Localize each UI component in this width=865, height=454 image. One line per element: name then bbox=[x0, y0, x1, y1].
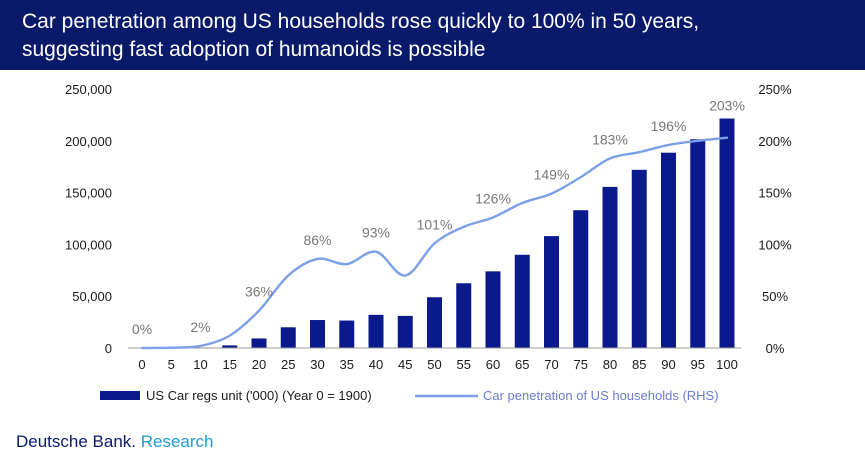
x-tick-label: 15 bbox=[223, 357, 237, 372]
data-label: 93% bbox=[362, 225, 390, 241]
x-tick-label: 50 bbox=[427, 357, 441, 372]
footer-branding: Deutsche Bank. Research bbox=[16, 432, 214, 452]
x-tick-label: 10 bbox=[193, 357, 207, 372]
x-tick-label: 95 bbox=[691, 357, 705, 372]
bar-series bbox=[193, 118, 735, 348]
bar-35 bbox=[339, 320, 355, 348]
bar-20 bbox=[251, 338, 267, 348]
data-label: 196% bbox=[651, 118, 687, 134]
y-right-tick-label: 150% bbox=[758, 186, 792, 201]
bar-90 bbox=[661, 152, 676, 348]
x-tick-label: 0 bbox=[138, 357, 145, 372]
bar-75 bbox=[573, 210, 589, 348]
left-axis-ticks: 0 50,000 100,000 150,000 200,000 250,000 bbox=[65, 82, 112, 356]
right-axis-ticks: 0% 50% 100% 150% 200% 250% bbox=[758, 82, 792, 356]
chart-legend: US Car regs unit ('000) (Year 0 = 1900) … bbox=[100, 388, 719, 403]
bar-95 bbox=[690, 139, 706, 348]
x-tick-label: 20 bbox=[252, 357, 266, 372]
bar-50 bbox=[427, 297, 442, 348]
legend-bar-label: US Car regs unit ('000) (Year 0 = 1900) bbox=[146, 388, 372, 403]
bar-15 bbox=[222, 345, 238, 348]
x-tick-label: 55 bbox=[457, 357, 471, 372]
x-tick-label: 30 bbox=[310, 357, 324, 372]
penetration-line bbox=[140, 136, 729, 350]
data-label: 149% bbox=[534, 167, 570, 183]
x-tick-label: 35 bbox=[340, 357, 354, 372]
x-axis-ticks: 0 5 10 15 20 25 30 35 40 45 50 55 60 65 70 75 80 85 90 95 10… bbox=[138, 357, 737, 372]
data-label: 101% bbox=[417, 216, 453, 232]
y-right-tick-label: 250% bbox=[758, 82, 792, 97]
chart-title-line-1: Car penetration among US households rose… bbox=[22, 10, 700, 33]
x-tick-label: 60 bbox=[486, 357, 500, 372]
bar-25 bbox=[280, 327, 296, 348]
bar-40 bbox=[368, 314, 384, 348]
bar-100 bbox=[719, 118, 735, 348]
chart-title-line-2: suggesting fast adoption of humanoids is… bbox=[22, 38, 486, 61]
bar-80 bbox=[602, 186, 618, 348]
x-tick-label: 25 bbox=[281, 357, 295, 372]
y-right-tick-label: 100% bbox=[758, 237, 792, 252]
x-tick-label: 90 bbox=[661, 357, 675, 372]
x-tick-label: 65 bbox=[515, 357, 529, 372]
y-right-tick-label: 0% bbox=[766, 341, 785, 356]
data-label: 36% bbox=[245, 284, 273, 300]
bar-30 bbox=[310, 320, 325, 348]
y-left-tick-label: 150,000 bbox=[65, 186, 112, 201]
y-right-tick-label: 50% bbox=[762, 289, 788, 304]
brand-division: Research bbox=[140, 432, 214, 451]
bar-60 bbox=[485, 271, 501, 348]
y-left-tick-label: 50,000 bbox=[72, 289, 112, 304]
data-label: 126% bbox=[475, 190, 511, 206]
legend-bar-swatch bbox=[100, 391, 140, 400]
x-tick-label: 5 bbox=[168, 357, 175, 372]
x-tick-label: 45 bbox=[398, 357, 412, 372]
data-label: 0% bbox=[132, 321, 152, 337]
x-tick-label: 40 bbox=[369, 357, 383, 372]
x-tick-label: 70 bbox=[544, 357, 558, 372]
data-label: 203% bbox=[709, 98, 745, 114]
title-banner: Car penetration among US households rose… bbox=[0, 0, 865, 70]
y-right-tick-label: 200% bbox=[758, 134, 792, 149]
data-labels: 0% 2% 36% 86% 93% 101% 126% 149% 183% 196% 203% bbox=[132, 98, 745, 337]
y-left-tick-label: 0 bbox=[105, 341, 112, 356]
data-label: 183% bbox=[592, 131, 628, 147]
x-tick-label: 85 bbox=[632, 357, 646, 372]
x-tick-label: 100 bbox=[716, 357, 738, 372]
x-tick-label: 80 bbox=[603, 357, 617, 372]
y-left-tick-label: 100,000 bbox=[65, 237, 112, 252]
bar-65 bbox=[514, 254, 530, 348]
x-tick-label: 75 bbox=[574, 357, 588, 372]
bar-85 bbox=[631, 169, 647, 348]
bar-55 bbox=[456, 283, 472, 348]
bar-70 bbox=[544, 236, 559, 348]
legend-line-label: Car penetration of US households (RHS) bbox=[483, 388, 719, 403]
data-label: 2% bbox=[190, 319, 210, 335]
data-label: 86% bbox=[303, 232, 331, 248]
bar-45 bbox=[397, 315, 413, 348]
y-left-tick-label: 250,000 bbox=[65, 82, 112, 97]
y-left-tick-label: 200,000 bbox=[65, 134, 112, 149]
brand-name: Deutsche Bank. bbox=[16, 432, 137, 451]
